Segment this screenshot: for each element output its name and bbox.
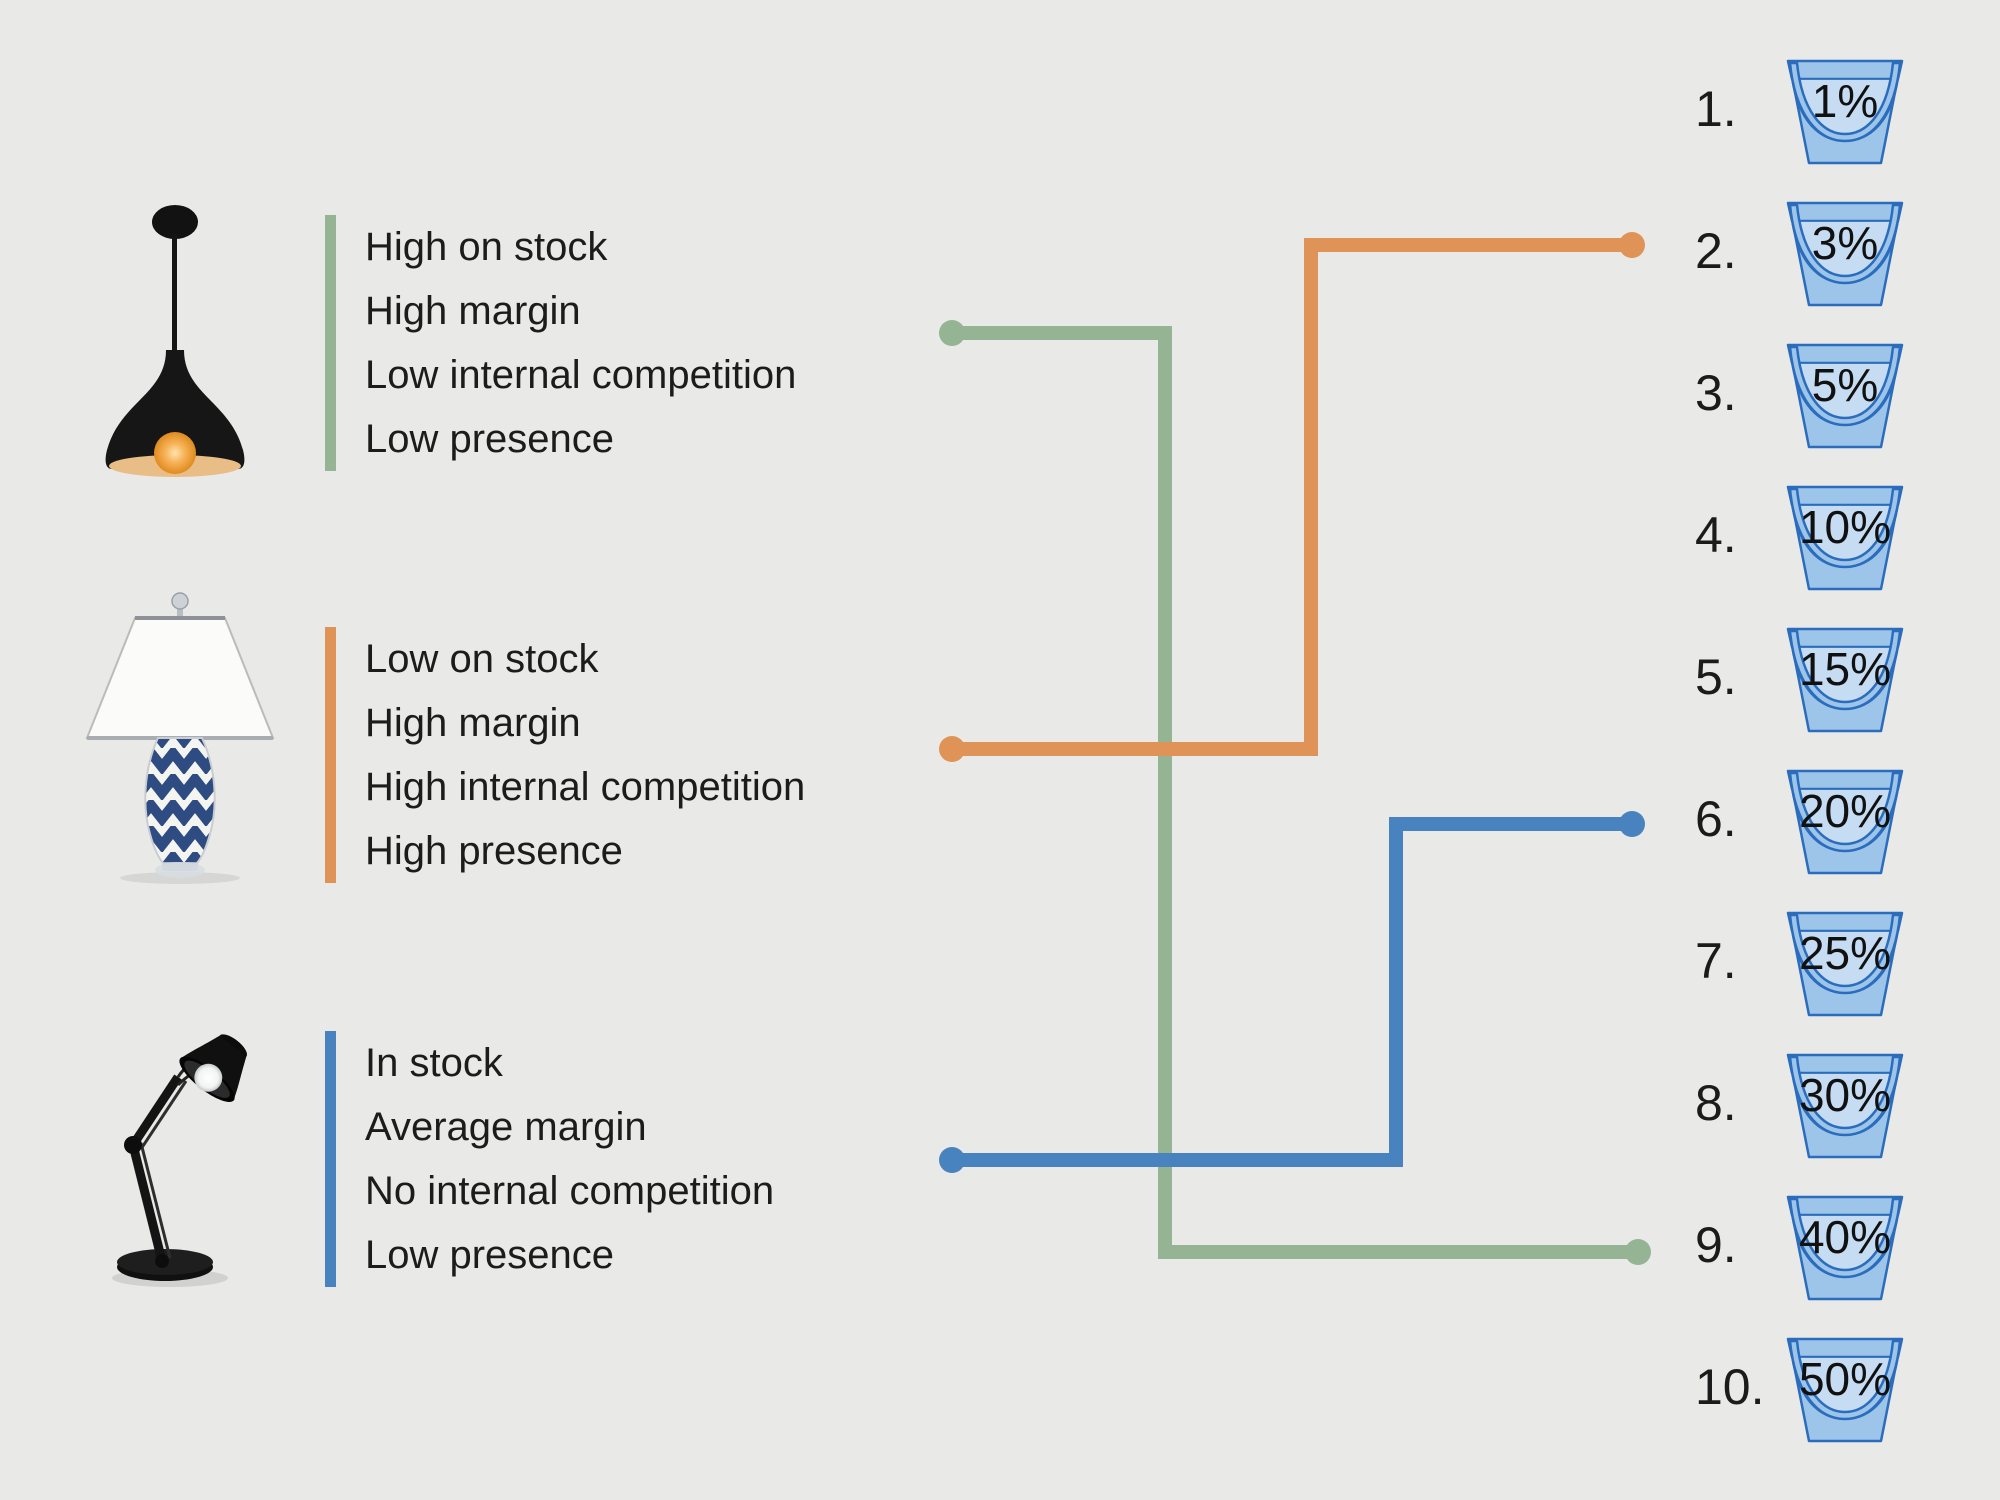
attributes-desk-lamp: In stock Average margin No internal comp…	[365, 1031, 1005, 1287]
bucket-percent-label: 15%	[1799, 643, 1891, 695]
pendant-lamp-image	[105, 205, 245, 477]
connector-pendant-to-bucket-9	[952, 326, 1638, 1259]
bucket-number: 3.	[1695, 365, 1737, 421]
attribute-line: In stock	[365, 1041, 503, 1085]
attributes-table-lamp: Low on stock High margin High internal c…	[365, 627, 1005, 883]
bucket-number: 7.	[1695, 933, 1737, 989]
attribute-line: Low presence	[365, 1233, 615, 1277]
connector-end-dot-bucket-6	[1619, 811, 1645, 837]
attribute-line: Low on stock	[365, 637, 599, 681]
connector-table-lamp-to-bucket-2	[952, 238, 1632, 756]
table-lamp-image	[85, 592, 275, 884]
bucket-icon: 30%	[1786, 1053, 1904, 1159]
attribute-line: High presence	[365, 829, 623, 873]
bucket-icon: 40%	[1786, 1195, 1904, 1301]
bucket-number: 6.	[1695, 791, 1737, 847]
attribute-line: Low presence	[365, 417, 615, 461]
bucket-percent-label: 3%	[1812, 217, 1878, 269]
bucket-icon: 15%	[1786, 627, 1904, 733]
bucket-row: 6. 20%	[1695, 763, 1910, 875]
bucket-number: 1.	[1695, 81, 1737, 137]
bucket-row: 9. 40%	[1695, 1189, 1910, 1301]
connector-end-dot-bucket-2	[1619, 232, 1645, 258]
attribute-line: High margin	[365, 701, 581, 745]
bucket-row: 1. 1%	[1695, 53, 1910, 165]
bucket-icon: 5%	[1786, 343, 1904, 449]
bucket-percent-label: 1%	[1812, 75, 1878, 127]
attribute-line: High margin	[365, 289, 581, 333]
attribute-line: High internal competition	[365, 765, 806, 809]
bucket-row: 10. 50%	[1695, 1331, 1910, 1443]
bucket-icon: 50%	[1786, 1337, 1904, 1443]
connector-desk-lamp-to-bucket-6	[952, 817, 1632, 1167]
bucket-icon: 3%	[1786, 201, 1904, 307]
bucket-number: 4.	[1695, 507, 1737, 563]
bucket-icon: 1%	[1786, 59, 1904, 165]
accent-bar-table-lamp	[325, 627, 336, 883]
bucket-row: 3. 5%	[1695, 337, 1910, 449]
bucket-row: 7. 25%	[1695, 905, 1910, 1017]
desk-lamp-image	[112, 1034, 248, 1287]
bucket-number: 8.	[1695, 1075, 1737, 1131]
bucket-percent-label: 50%	[1799, 1353, 1891, 1405]
accent-bar-desk-lamp	[325, 1031, 336, 1287]
bucket-percent-label: 30%	[1799, 1069, 1891, 1121]
bucket-percent-label: 40%	[1799, 1211, 1891, 1263]
bucket-row: 8. 30%	[1695, 1047, 1910, 1159]
bucket-number: 10.	[1695, 1359, 1765, 1415]
attribute-line: Low internal competition	[365, 353, 797, 397]
bucket-percent-label: 20%	[1799, 785, 1891, 837]
bucket-row: 2. 3%	[1695, 195, 1910, 307]
bucket-percent-label: 5%	[1812, 359, 1878, 411]
bucket-number: 2.	[1695, 223, 1737, 279]
attribute-line: No internal competition	[365, 1169, 775, 1213]
bucket-percent-label: 25%	[1799, 927, 1891, 979]
bucket-percent-label: 10%	[1799, 501, 1891, 553]
bucket-row: 5. 15%	[1695, 621, 1910, 733]
attribute-line: High on stock	[365, 225, 608, 269]
bucket-number: 5.	[1695, 649, 1737, 705]
bucket-icon: 25%	[1786, 911, 1904, 1017]
bucket-row: 4. 10%	[1695, 479, 1910, 591]
bucket-icon: 20%	[1786, 769, 1904, 875]
attribute-line: Average margin	[365, 1105, 647, 1149]
attributes-pendant: High on stock High margin Low internal c…	[365, 215, 1005, 471]
accent-bar-pendant	[325, 215, 336, 471]
connector-end-dot-bucket-9	[1625, 1239, 1651, 1265]
bucket-number: 9.	[1695, 1217, 1737, 1273]
bucket-icon: 10%	[1786, 485, 1904, 591]
